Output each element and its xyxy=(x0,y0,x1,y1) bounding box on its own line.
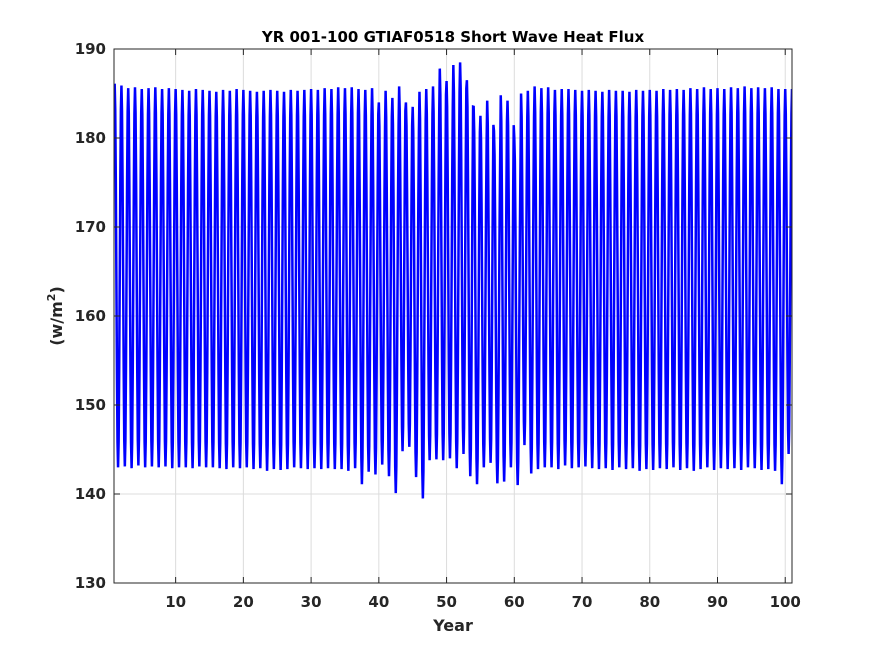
y-axis-label: (w/m2) xyxy=(45,286,66,346)
x-tick-label: 60 xyxy=(504,593,525,611)
series-layer xyxy=(114,62,792,499)
x-tick-label: 50 xyxy=(436,593,457,611)
y-tick-label: 150 xyxy=(75,396,106,414)
y-axis-ticks: 130 140 150 160 170 180 190 xyxy=(75,40,792,592)
x-tick-label: 30 xyxy=(301,593,322,611)
y-axis-label-superscript: 2 xyxy=(45,294,58,302)
x-tick-label: 90 xyxy=(707,593,728,611)
y-tick-label: 170 xyxy=(75,218,106,236)
x-tick-label: 10 xyxy=(165,593,186,611)
y-tick-label: 140 xyxy=(75,485,106,503)
x-axis-ticks: 10 20 30 40 50 60 70 80 90 100 xyxy=(165,49,801,611)
x-tick-label: 40 xyxy=(368,593,389,611)
y-axis-label-base: (w/m xyxy=(47,301,66,346)
chart-title: YR 001-100 GTIAF0518 Short Wave Heat Flu… xyxy=(261,28,645,46)
x-tick-label: 70 xyxy=(572,593,593,611)
y-axis-label-close: ) xyxy=(47,286,66,293)
x-tick-label: 20 xyxy=(233,593,254,611)
x-axis-label: Year xyxy=(432,616,473,635)
series-line xyxy=(114,62,792,499)
y-tick-label: 130 xyxy=(75,574,106,592)
x-tick-label: 80 xyxy=(639,593,660,611)
x-tick-label: 100 xyxy=(770,593,801,611)
y-tick-label: 190 xyxy=(75,40,106,58)
y-tick-label: 160 xyxy=(75,307,106,325)
y-tick-label: 180 xyxy=(75,129,106,147)
